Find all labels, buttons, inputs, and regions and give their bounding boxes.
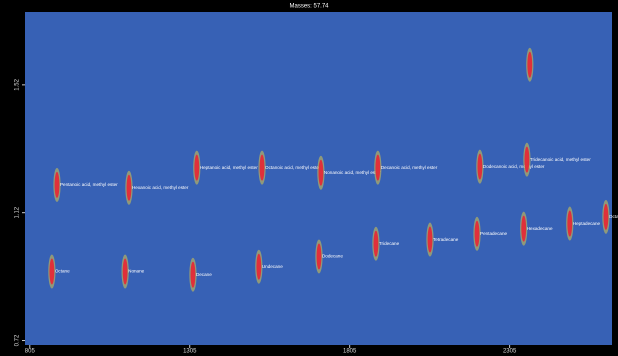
peak	[191, 262, 196, 288]
peak-label: Octadecane	[609, 214, 618, 219]
peak-label: Pentadecane	[480, 231, 508, 236]
peak-label: Decane	[196, 272, 212, 277]
peak	[375, 155, 380, 181]
chart: Masses: 57.74 805 1305 1805 2305 0.72 1.12 1.5…	[0, 0, 618, 356]
y-tick-label: 0.72	[15, 334, 21, 346]
peak	[567, 211, 572, 237]
peak	[475, 221, 480, 247]
peak	[194, 155, 199, 181]
peak	[49, 258, 54, 284]
peak-label: Hexadecane	[527, 226, 553, 231]
peak-label: Nonanoic acid, methyl ester	[324, 170, 381, 175]
peak	[260, 155, 265, 181]
peak	[127, 175, 132, 201]
peak-label: Octane	[55, 269, 70, 274]
peak-label: Heptadecane	[573, 221, 601, 226]
y-tick-label: 1.52	[15, 78, 21, 90]
x-tick-label: 1805	[343, 349, 357, 355]
peak-label: Tetradecane	[433, 237, 459, 242]
peak-label: Dodecanoic acid, methyl ester	[483, 164, 545, 169]
peak	[521, 216, 526, 242]
peak-label: Nonane	[128, 269, 145, 274]
peak-label: Pentanoic acid, methyl ester	[60, 182, 118, 187]
peak-label: Heptanoic acid, methyl ester	[200, 165, 258, 170]
peak	[525, 147, 530, 173]
peak	[428, 227, 433, 253]
peak	[477, 154, 482, 180]
peak	[527, 52, 532, 78]
x-tick-label: 2305	[503, 349, 517, 355]
peak-label: Undecane	[262, 264, 283, 269]
peak	[318, 160, 323, 186]
page: {"chart_data": {"type": "scatter", "titl…	[0, 0, 618, 356]
peak-label: Tridecanoic acid, methyl ester	[530, 157, 591, 162]
peak	[374, 231, 379, 257]
peak-label: Tridecane	[379, 241, 400, 246]
peak-label: Octanoic acid, methyl ester	[265, 165, 321, 170]
peak-label: Hexanoic acid, methyl ester	[132, 185, 189, 190]
chart-title: Masses: 57.74	[289, 4, 329, 10]
x-tick-label: 805	[25, 349, 36, 355]
y-tick-label: 1.12	[15, 206, 21, 218]
peak-label: Dodecane	[322, 254, 343, 259]
peak-label: Decanoic acid, methyl ester	[381, 165, 438, 170]
peak	[55, 172, 60, 198]
peak	[317, 243, 322, 269]
peak	[123, 258, 128, 284]
peak	[604, 204, 609, 230]
peak	[256, 254, 261, 280]
x-tick-label: 1305	[183, 349, 197, 355]
